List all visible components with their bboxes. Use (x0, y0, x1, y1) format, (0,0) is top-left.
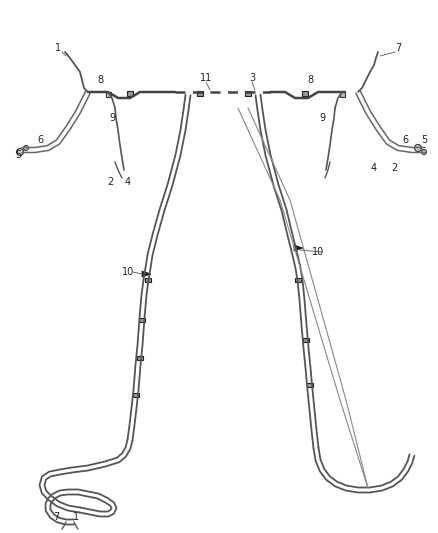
Bar (302, 91, 308, 95)
Text: 4: 4 (371, 163, 377, 173)
Text: 9: 9 (319, 113, 325, 123)
Circle shape (24, 146, 28, 150)
Bar (133, 393, 139, 397)
Text: 2: 2 (107, 177, 113, 187)
Bar (197, 91, 203, 95)
Text: 5: 5 (15, 150, 21, 160)
Polygon shape (142, 271, 151, 277)
Circle shape (421, 149, 427, 155)
Circle shape (414, 144, 421, 151)
Text: 6: 6 (37, 135, 43, 145)
Text: 10: 10 (312, 247, 324, 257)
Bar (106, 92, 110, 96)
Bar (245, 91, 251, 95)
Text: 2: 2 (391, 163, 397, 173)
Bar (339, 92, 345, 96)
Bar (145, 278, 151, 282)
Bar (127, 91, 133, 95)
Bar (303, 338, 309, 342)
Circle shape (17, 149, 24, 156)
Text: 11: 11 (200, 73, 212, 83)
Text: 8: 8 (97, 75, 103, 85)
Polygon shape (294, 245, 303, 251)
Text: 10: 10 (122, 267, 134, 277)
Text: 1: 1 (55, 43, 61, 53)
Bar (139, 318, 145, 322)
Text: 8: 8 (307, 75, 313, 85)
Text: 6: 6 (402, 135, 408, 145)
Text: 7: 7 (395, 43, 401, 53)
Text: 3: 3 (249, 73, 255, 83)
Bar (137, 356, 143, 360)
Text: 7: 7 (53, 512, 59, 522)
Text: 4: 4 (125, 177, 131, 187)
Text: 9: 9 (109, 113, 115, 123)
Bar (295, 278, 301, 282)
Bar (307, 383, 313, 387)
Text: 1: 1 (73, 512, 79, 522)
Text: 5: 5 (421, 135, 427, 145)
